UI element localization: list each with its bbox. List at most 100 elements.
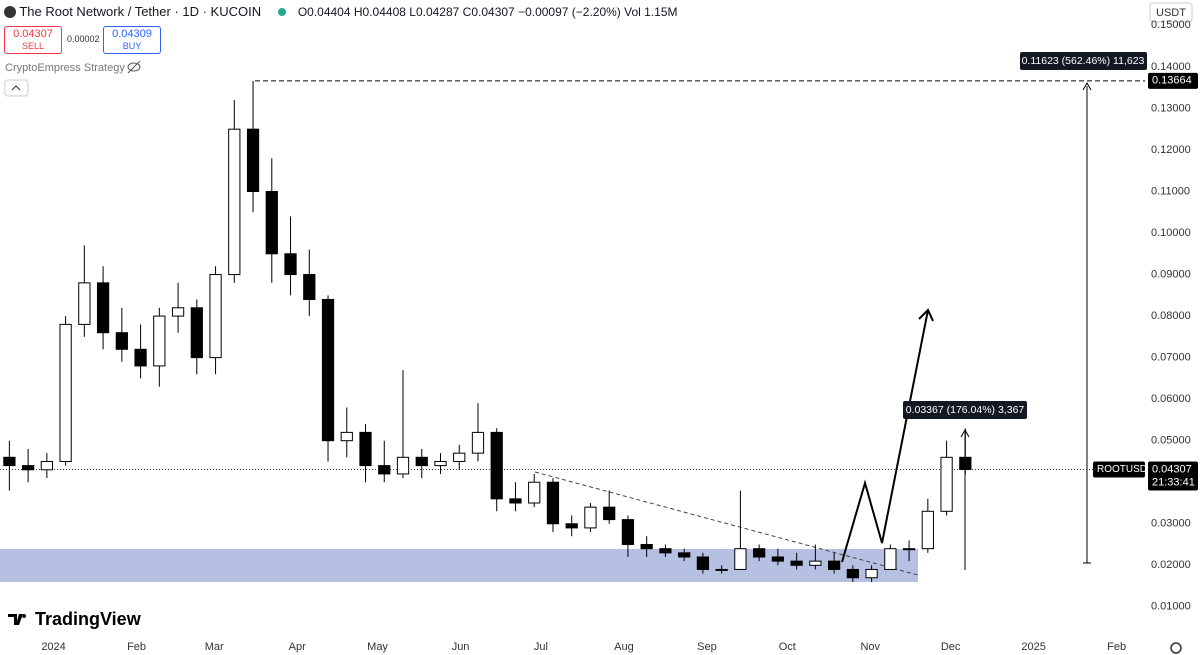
- collapse-button[interactable]: [4, 79, 29, 97]
- candle-body: [734, 548, 747, 570]
- x-tick-label: Aug: [614, 641, 634, 653]
- candle-body: [209, 274, 222, 359]
- ohlc-low: L0.04287: [409, 5, 460, 19]
- visibility-icon[interactable]: [127, 60, 141, 74]
- candle-body: [921, 510, 934, 550]
- x-tick-label: Sep: [697, 641, 717, 653]
- candle-body: [115, 332, 128, 350]
- candle-body: [340, 431, 353, 442]
- candle-body: [321, 298, 335, 442]
- candle-body: [303, 274, 316, 300]
- candle-body: [528, 481, 541, 504]
- sell-button[interactable]: 0.04307 SELL: [4, 26, 62, 54]
- peak-level-tag: [1148, 72, 1198, 89]
- candle-body: [621, 519, 635, 546]
- candle-body: [96, 282, 110, 334]
- candle-body: [584, 506, 597, 529]
- candle-body: [884, 548, 897, 570]
- x-tick-label: 2025: [1021, 641, 1045, 653]
- candle-body: [715, 568, 728, 571]
- trend-line: [534, 471, 919, 576]
- x-tick-label: Mar: [205, 641, 224, 653]
- candle-body: [790, 560, 803, 566]
- y-tick-label: 0.08000: [1151, 310, 1191, 322]
- x-tick-label: Nov: [860, 641, 880, 653]
- candle-body: [509, 498, 522, 504]
- countdown: 21:33:41: [1152, 476, 1195, 488]
- candle-body: [490, 431, 503, 500]
- candle-body: [284, 253, 297, 276]
- candle-body: [78, 282, 91, 325]
- y-tick-label: 0.05000: [1151, 435, 1191, 447]
- candle-body: [228, 128, 241, 276]
- peak-level-label: 0.13664: [1152, 75, 1192, 87]
- candle-body: [171, 307, 185, 317]
- y-tick-label: 0.09000: [1151, 268, 1191, 280]
- candle-body: [771, 556, 785, 562]
- candle-body: [134, 348, 147, 367]
- candle-body: [640, 544, 653, 550]
- candle-body: [190, 307, 203, 359]
- settings-icon[interactable]: [1170, 642, 1182, 654]
- candle-body: [21, 465, 35, 471]
- demand-zone: [0, 549, 918, 582]
- candle-body: [434, 460, 447, 467]
- y-tick-label: 0.14000: [1151, 61, 1191, 73]
- measure-label: 0.03367 (176.04%) 3,367: [906, 404, 1025, 416]
- candle-body: [940, 456, 953, 512]
- buy-label: BUY: [122, 41, 142, 51]
- candle-body: [471, 431, 485, 454]
- buy-price: 0.04309: [112, 28, 152, 40]
- measure-box: [903, 401, 1027, 419]
- candle-body: [415, 456, 428, 467]
- last-price-label: 0.04307: [1152, 463, 1192, 475]
- symbol: The Root Network / Tether · 1D · KUCOIN: [19, 4, 262, 19]
- arrow-head: [1082, 81, 1092, 91]
- candle-body: [3, 456, 16, 467]
- sell-price: 0.04307: [13, 28, 53, 40]
- candle-body: [659, 548, 672, 554]
- measure-box: [1020, 52, 1147, 70]
- x-tick-label: 2024: [41, 641, 65, 653]
- indicator-name: CryptoEmpress Strategy: [5, 62, 125, 74]
- x-tick-label: Apr: [289, 641, 306, 653]
- buy-button[interactable]: 0.04309 BUY: [103, 26, 161, 54]
- y-tick-label: 0.11000: [1151, 185, 1190, 197]
- candle-body: [753, 548, 766, 558]
- candle-body: [359, 431, 372, 467]
- candle-body: [902, 548, 916, 551]
- ohlc-change: −0.00097 (−2.20%): [518, 5, 621, 19]
- ohlc-volume: Vol 1.15M: [624, 5, 678, 19]
- y-tick-label: 0.10000: [1151, 227, 1191, 239]
- candle-body: [453, 452, 466, 462]
- symbol-icon: [4, 6, 16, 18]
- candle-body: [846, 568, 859, 579]
- candle-body: [546, 481, 560, 525]
- candle-body: [565, 523, 578, 529]
- candle-body: [40, 460, 53, 471]
- y-tick-label: 0.12000: [1151, 144, 1191, 156]
- candle-body: [378, 465, 391, 475]
- header: The Root Network / Tether · 1D · KUCOIN …: [4, 4, 678, 19]
- logo-icon: [8, 614, 27, 625]
- candle-body: [959, 456, 972, 470]
- candle-body: [265, 190, 278, 255]
- y-tick-label: 0.13000: [1151, 102, 1191, 114]
- candle-body: [696, 556, 710, 570]
- candle-body: [603, 506, 616, 521]
- currency-button[interactable]: [1149, 2, 1193, 23]
- candle-body: [809, 560, 822, 566]
- logo: TradingView: [35, 609, 142, 629]
- x-tick-label: Feb: [127, 641, 146, 653]
- arrow-head: [918, 308, 934, 322]
- candle-body: [396, 456, 410, 475]
- y-tick-label: 0.15000: [1151, 19, 1191, 31]
- x-tick-label: Dec: [941, 641, 961, 653]
- ohlc-high: H0.04408: [353, 5, 406, 19]
- measure-label: 0.11623 (562.46%) 11,623: [1022, 55, 1145, 67]
- candle-body: [246, 128, 260, 192]
- sell-label: SELL: [21, 41, 45, 51]
- currency: USDT: [1156, 7, 1186, 19]
